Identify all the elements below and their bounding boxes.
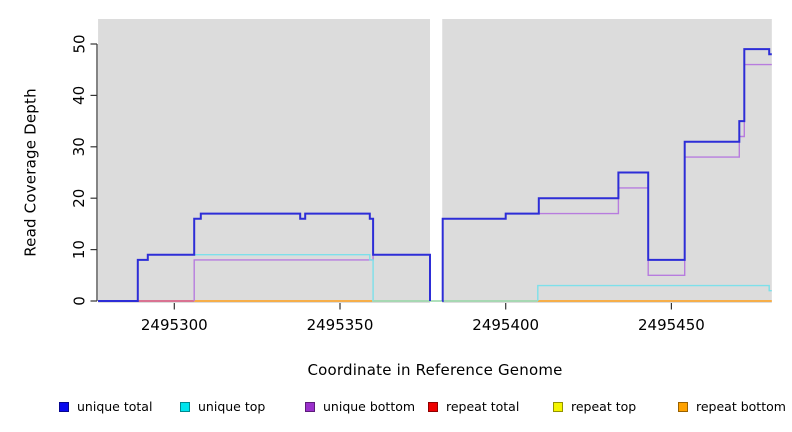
legend-item-repeat-top: repeat top xyxy=(553,399,636,414)
legend-item-repeat-bottom: repeat bottom xyxy=(678,399,786,414)
y-tick-label: 40 xyxy=(70,86,88,105)
legend-item-unique-bottom: unique bottom xyxy=(305,399,415,414)
y-axis-title: Read Coverage Depth xyxy=(21,88,40,257)
plot-panel-right xyxy=(442,19,772,303)
legend-item-repeat-total: repeat total xyxy=(428,399,519,414)
y-tick-label: 20 xyxy=(70,189,88,208)
legend-label: unique bottom xyxy=(323,399,416,414)
legend-label: unique total xyxy=(77,399,153,414)
repeat-top-swatch-icon xyxy=(553,401,563,412)
x-axis-title: Coordinate in Reference Genome xyxy=(307,361,563,379)
unique-bottom-swatch-icon xyxy=(305,401,315,412)
x-tick-label: 2495400 xyxy=(472,316,539,334)
unique-top-swatch-icon xyxy=(180,401,190,412)
x-tick-label: 2495450 xyxy=(638,316,705,334)
legend-label: repeat top xyxy=(571,399,637,414)
legend-label: unique top xyxy=(198,399,266,414)
repeat-total-swatch-icon xyxy=(428,401,438,412)
legend-label: repeat total xyxy=(446,399,520,414)
y-tick-label: 0 xyxy=(70,296,88,306)
y-tick-label: 30 xyxy=(70,137,88,156)
legend-label: repeat bottom xyxy=(696,399,786,414)
series-unique-total xyxy=(441,48,772,302)
series-unique-total xyxy=(98,212,431,302)
x-tick-label: 2495350 xyxy=(307,316,374,334)
unique-total-swatch-icon xyxy=(59,401,69,412)
legend-item-unique-total: unique total xyxy=(59,399,152,414)
y-tick-label: 50 xyxy=(70,34,88,53)
y-tick-label: 10 xyxy=(70,240,88,259)
x-tick-label: 2495300 xyxy=(141,316,208,334)
series-unique-top xyxy=(537,284,772,301)
legend-item-unique-top: unique top xyxy=(180,399,265,414)
repeat-bottom-swatch-icon xyxy=(678,401,688,412)
